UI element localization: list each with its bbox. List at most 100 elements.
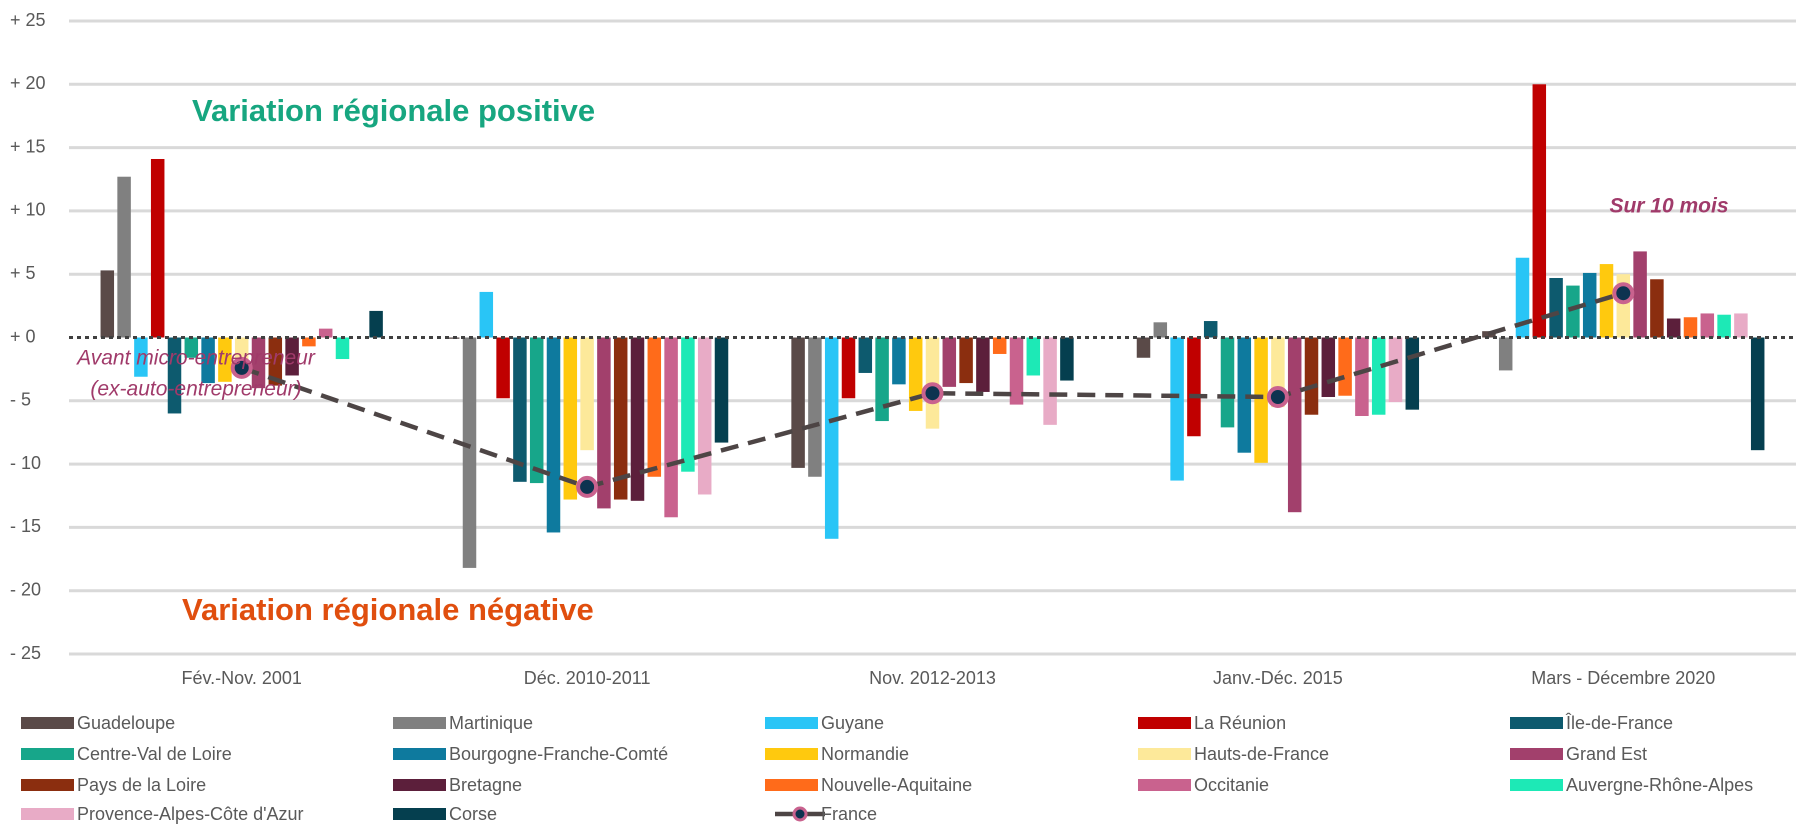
bar: [1043, 337, 1057, 425]
bar: [1355, 337, 1369, 416]
legend-label: Guadeloupe: [77, 713, 175, 733]
bar: [841, 337, 856, 399]
annotation: Sur 10 mois: [1609, 195, 1728, 218]
bar: [1666, 318, 1681, 338]
bar: [714, 337, 729, 443]
bar: [1683, 317, 1698, 338]
bar: [1287, 337, 1302, 513]
bar: [201, 337, 215, 384]
legend-label: Nouvelle-Aquitaine: [821, 775, 972, 795]
bar: [117, 176, 131, 338]
legend-swatch: [1510, 748, 1563, 760]
bar: [251, 337, 266, 389]
bar: [664, 337, 678, 518]
y-tick-label: + 5: [10, 263, 36, 283]
legend-swatch: [765, 779, 818, 791]
legend-label: Île-de-France: [1565, 713, 1673, 733]
bar: [1515, 257, 1530, 338]
bar: [942, 337, 957, 387]
legend-swatch: [1138, 717, 1191, 729]
bar: [613, 337, 628, 500]
legend-label: Hauts-de-France: [1194, 744, 1329, 764]
legend-swatch: [21, 779, 74, 791]
line-marker: [1266, 386, 1289, 409]
legend-label: Pays de la Loire: [77, 775, 206, 795]
bar: [1498, 337, 1513, 371]
bar: [369, 310, 383, 338]
legend-label: Centre-Val de Loire: [77, 744, 232, 764]
bar: [134, 337, 148, 377]
bar: [285, 337, 299, 376]
line-marker: [576, 475, 599, 498]
legend-swatch: [765, 748, 818, 760]
legend-label: Martinique: [449, 713, 533, 733]
legend-label: Guyane: [821, 713, 884, 733]
bar: [1187, 337, 1201, 437]
bar: [335, 337, 350, 360]
legend-label: Bretagne: [449, 775, 522, 795]
legend-label: Corse: [449, 804, 497, 824]
bar: [1599, 264, 1614, 338]
bar: [992, 337, 1007, 354]
bar: [1304, 337, 1319, 415]
bar: [1338, 337, 1352, 396]
bar: [976, 337, 990, 392]
x-tick-label: Déc. 2010-2011: [524, 668, 651, 688]
bar: [1026, 337, 1041, 376]
legend-swatch: [792, 806, 808, 822]
annotation: Variation régionale négative: [182, 592, 594, 627]
y-tick-label: + 25: [10, 10, 46, 30]
line-marker: [230, 356, 253, 379]
bar: [563, 337, 578, 500]
bar: [1405, 337, 1420, 410]
y-tick-label: - 5: [10, 390, 31, 410]
annotation: Variation régionale positive: [192, 93, 595, 128]
legend-swatch: [21, 748, 74, 760]
bar: [1237, 337, 1252, 453]
bar: [1532, 84, 1547, 338]
bar: [513, 337, 527, 482]
line-marker: [921, 382, 944, 405]
y-tick-label: + 0: [10, 326, 36, 346]
bar: [697, 337, 712, 495]
x-tick-label: Janv.-Déc. 2015: [1213, 668, 1343, 688]
y-tick-label: - 10: [10, 453, 41, 473]
bar: [546, 337, 561, 533]
bar: [184, 337, 199, 358]
legend-swatch: [21, 808, 74, 820]
bar: [1203, 321, 1218, 338]
bar: [1633, 251, 1647, 338]
bar: [1582, 272, 1597, 338]
bar: [167, 337, 182, 414]
bar: [1549, 277, 1563, 338]
bar: [580, 337, 594, 451]
bar: [1009, 337, 1024, 405]
x-tick-label: Nov. 2012-2013: [869, 668, 996, 688]
bar: [959, 337, 973, 384]
bar: [1060, 337, 1074, 381]
bar: [1220, 337, 1235, 428]
legend-swatch: [393, 748, 446, 760]
legend-label: Auvergne-Rhône-Alpes: [1566, 775, 1753, 795]
bar: [462, 337, 477, 568]
bar: [1650, 279, 1664, 338]
annotation: Avant micro-entrepreneur: [75, 347, 316, 370]
bar: [791, 337, 805, 468]
bar: [150, 158, 165, 338]
bar: [529, 337, 544, 484]
bar: [268, 337, 283, 386]
bar: [1170, 337, 1184, 481]
legend-swatch: [1510, 717, 1563, 729]
legend-label: Bourgogne-Franche-Comté: [449, 744, 668, 764]
bar: [445, 337, 460, 339]
bar: [908, 337, 923, 411]
bar: [1254, 337, 1268, 463]
legend-label: Normandie: [821, 744, 909, 764]
bar: [892, 337, 906, 385]
legend-label: Provence-Alpes-Côte d'Azur: [77, 804, 304, 824]
bar: [858, 337, 873, 373]
bar: [496, 337, 510, 399]
line: [240, 291, 1624, 490]
